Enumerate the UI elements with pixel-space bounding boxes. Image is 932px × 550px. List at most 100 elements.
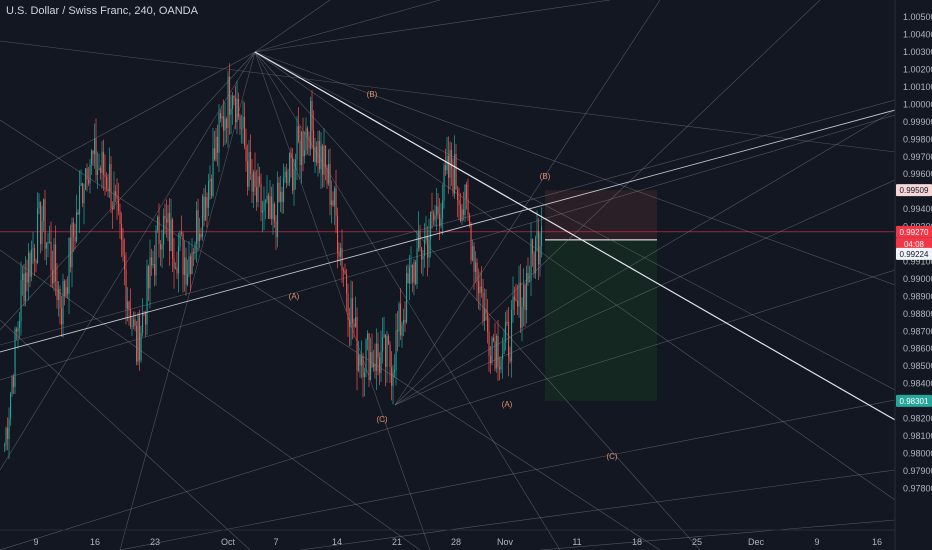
price-badge-label: 04:08 — [904, 240, 925, 249]
candle-body — [193, 252, 195, 254]
candle-body — [161, 244, 163, 250]
fan-line — [0, 99, 896, 346]
candle-body — [80, 183, 82, 186]
candle-body — [191, 252, 193, 275]
candle-body — [247, 161, 249, 187]
candle-body — [154, 264, 156, 276]
candle-body — [197, 210, 199, 242]
candle-body — [380, 351, 382, 373]
candle-body — [253, 171, 255, 192]
time-axis[interactable]: 9 16 23 Oct 7 14 21 28 Nov 11 18 25 Dec 9 16 — [0, 529, 895, 547]
candle-body — [200, 233, 202, 238]
candle-body — [307, 128, 309, 137]
candle-body — [38, 201, 40, 209]
candle-body — [401, 324, 403, 336]
candle-body — [137, 315, 139, 362]
fan-line — [0, 119, 661, 550]
price-badge-label: 0.99509 — [900, 186, 929, 195]
candle-body — [433, 213, 435, 221]
wave-label: (B) — [540, 172, 551, 181]
candle-body — [11, 376, 13, 394]
candle-body — [29, 252, 31, 277]
fan-line — [394, 109, 896, 406]
candle-body — [440, 218, 442, 227]
uptrend-line — [0, 109, 896, 353]
candle-body — [256, 187, 258, 203]
candle-body — [14, 328, 16, 388]
candle-body — [145, 312, 147, 325]
candle-body — [230, 108, 232, 115]
candle-body — [311, 100, 313, 131]
candle-body — [134, 319, 136, 326]
candle-body — [415, 262, 417, 285]
candle-body — [100, 168, 102, 173]
candle-body — [376, 343, 378, 371]
candle-body — [365, 339, 367, 373]
candle-body — [115, 191, 117, 196]
candle-body — [50, 241, 52, 271]
candle-body — [400, 303, 402, 336]
candle-body — [454, 154, 456, 194]
candle-body — [208, 181, 210, 208]
candle-body — [151, 257, 153, 266]
price-axis[interactable]: 1.00500 1.00400 1.00300 1.00200 1.00100 1.000… — [894, 0, 932, 550]
fan-line — [254, 51, 431, 550]
candle-body — [430, 211, 432, 240]
candle-body — [46, 242, 48, 249]
candle-body — [37, 208, 39, 263]
candle-body — [533, 253, 535, 274]
candle-body — [172, 219, 174, 259]
candle-body — [367, 333, 369, 340]
fan-line — [0, 114, 896, 381]
candle-body — [259, 176, 261, 184]
candle-body — [473, 246, 475, 272]
candle-body — [286, 171, 288, 183]
candle-body — [491, 337, 493, 363]
candle-body — [220, 113, 222, 119]
candle-body — [497, 336, 499, 367]
candle-body — [32, 248, 34, 250]
candle-body — [206, 197, 208, 208]
fan-line — [254, 51, 896, 391]
candle-body — [419, 231, 421, 248]
candle-body — [416, 248, 418, 285]
candle-body — [118, 199, 120, 211]
candle-body — [104, 174, 106, 177]
wave-labels: (B) (B) (A) (C) (A) (C) — [289, 90, 618, 461]
candle-body — [460, 205, 462, 222]
candle-body — [379, 357, 381, 373]
candle-body — [194, 243, 196, 254]
candle-body — [314, 146, 316, 162]
candle-body — [496, 336, 498, 369]
candle-body — [10, 393, 12, 419]
fan-line — [254, 51, 896, 286]
candle-body — [199, 233, 201, 242]
candle-body — [238, 98, 240, 117]
candle-body — [319, 141, 321, 170]
fan-line — [394, 0, 661, 406]
time-tick-label: 23 — [150, 537, 160, 547]
candle-body — [443, 165, 445, 201]
candle-body — [127, 301, 129, 309]
candle-body — [506, 321, 508, 323]
candle-body — [187, 273, 189, 285]
candle-body — [95, 138, 97, 175]
candle-body — [338, 251, 340, 257]
candle-body — [152, 264, 154, 266]
candle-body — [494, 341, 496, 369]
candle-body — [364, 372, 366, 378]
candle-body — [196, 210, 198, 244]
fan-line — [254, 0, 441, 53]
candle-body — [517, 300, 519, 307]
candle-body — [422, 255, 424, 260]
candle-body — [518, 282, 520, 307]
candle-body — [136, 325, 138, 362]
candle-body — [343, 270, 345, 272]
price-tick-label: 0.97800 — [903, 483, 932, 493]
candle-body — [179, 232, 181, 247]
